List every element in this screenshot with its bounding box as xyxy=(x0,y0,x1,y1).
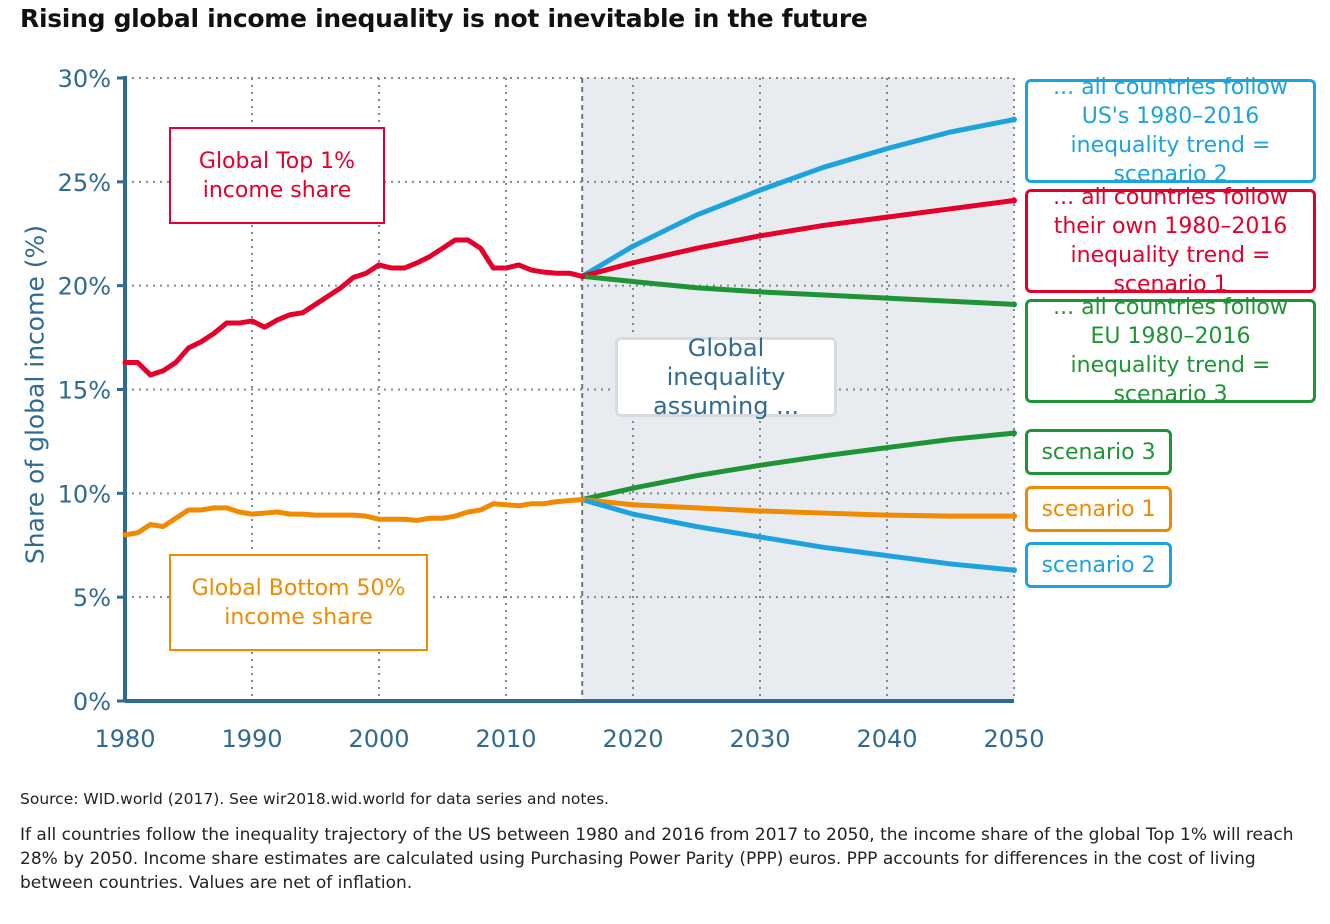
top1-label-box: Global Top 1% income share xyxy=(169,127,385,224)
series-top1-end xyxy=(579,273,586,280)
projection-bottom50_scenario1-end xyxy=(1011,513,1017,520)
assuming-label-box: Global inequality assuming ... xyxy=(615,334,837,420)
x-tick-label: 2040 xyxy=(856,725,917,753)
scenario3-desc-box: ... all countries follow EU 1980–2016 in… xyxy=(1025,295,1316,407)
projection-top1_scenario3-end xyxy=(1011,301,1017,308)
y-tick-label: 20% xyxy=(58,273,111,301)
bottom50-label-box: Global Bottom 50% income share xyxy=(169,554,428,651)
projection-top1_scenario1-end xyxy=(1011,197,1017,204)
y-tick-label: 15% xyxy=(58,377,111,405)
x-tick-label: 2050 xyxy=(983,725,1044,753)
y-tick-label: 5% xyxy=(73,584,111,612)
projection-bottom50_scenario2-end xyxy=(1011,567,1017,574)
x-tick-label: 2030 xyxy=(729,725,790,753)
series-bottom50-end xyxy=(579,496,586,503)
scenario1-tag: scenario 1 xyxy=(1025,486,1172,532)
y-tick-label: 30% xyxy=(58,65,111,93)
x-tick-label: 2010 xyxy=(475,725,536,753)
series-top1 xyxy=(122,237,585,378)
projection-bottom50_scenario1 xyxy=(579,497,1017,519)
projection-top1_scenario3 xyxy=(579,273,1017,307)
projection-top1_scenario2 xyxy=(579,117,1017,279)
scenario2-tag: scenario 2 xyxy=(1025,542,1172,588)
footnote: If all countries follow the inequality t… xyxy=(20,825,1294,893)
scenario1-desc-box: ... all countries follow their own 1980–… xyxy=(1025,185,1316,297)
projection-top1_scenario2-end xyxy=(1011,116,1017,123)
scenario3-tag: scenario 3 xyxy=(1025,429,1172,475)
y-axis-label: Share of global income (%) xyxy=(20,224,50,565)
source-note: Source: WID.world (2017). See wir2018.wi… xyxy=(20,790,609,808)
x-tick-label: 2020 xyxy=(602,725,663,753)
scenario2-desc-box: ... all countries follow US's 1980–2016 … xyxy=(1025,75,1316,187)
projection-bottom50_scenario3-end xyxy=(1011,430,1017,437)
projection-bottom50_scenario3 xyxy=(579,430,1017,503)
y-tick-label: 25% xyxy=(58,169,111,197)
chart-title: Rising global income inequality is not i… xyxy=(20,4,868,33)
projection-bottom50_scenario2 xyxy=(579,497,1017,573)
y-tick-label: 0% xyxy=(73,688,111,716)
series-bottom50 xyxy=(122,497,585,538)
x-tick-label: 2000 xyxy=(348,725,409,753)
x-tick-label: 1980 xyxy=(94,725,155,753)
x-tick-label: 1990 xyxy=(221,725,282,753)
y-tick-label: 10% xyxy=(58,480,111,508)
projection-top1_scenario1 xyxy=(579,198,1017,279)
